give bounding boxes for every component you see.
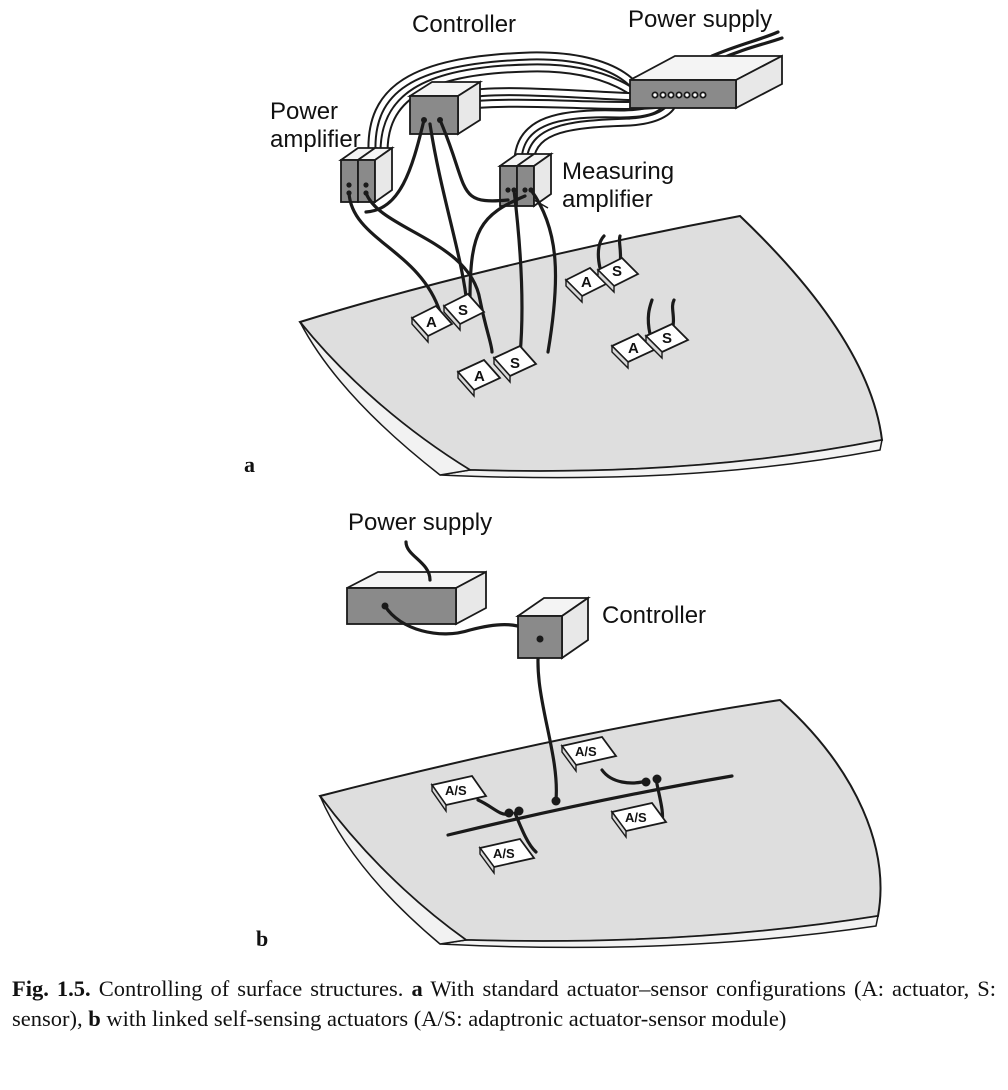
figure-caption: Fig. 1.5. Controlling of surface structu… [12, 974, 996, 1034]
module-tag: A/S [445, 783, 467, 798]
panel-a-controller-label: Controller [412, 11, 516, 38]
panel-a-power-amplifier-label-line1: Power [270, 98, 338, 125]
caption-bold-a: a [411, 976, 423, 1001]
caption-fig-number: Fig. 1.5. [12, 976, 91, 1001]
panel-a-plate [298, 214, 884, 479]
module-tag: A/S [493, 846, 515, 861]
panel-a-power-amplifier [338, 146, 395, 204]
panel-a-measuring-amplifier-label-line2: amplifier [562, 186, 653, 213]
actuator-tag: A [474, 368, 485, 385]
module-tag: A/S [625, 810, 647, 825]
module-tag: A/S [575, 744, 597, 759]
panel-b-module-2: A/S [478, 837, 536, 876]
panel-a-mains-cord [710, 30, 780, 58]
panel-a: A S A S A S A S Controller [244, 6, 884, 479]
actuator-tag: A [628, 340, 639, 357]
sensor-tag: S [458, 302, 468, 319]
panel-b-module-1: A/S [430, 774, 488, 814]
panel-a-sensor-pair-1: A S [410, 292, 486, 344]
panel-a-sensor-pair-2: A S [456, 344, 538, 398]
panel-b-power-supply-box [346, 570, 487, 626]
actuator-tag: A [581, 274, 592, 291]
panel-b-controller-label: Controller [602, 602, 706, 629]
panel-b-mains-cord [404, 540, 432, 582]
sensor-tag: S [612, 263, 622, 280]
panel-b-power-supply-label: Power supply [348, 509, 492, 536]
panel-b-module-3: A/S [560, 735, 618, 774]
caption-text-1: Controlling of surface structures. [90, 976, 412, 1001]
panel-a-power-supply-label: Power supply [628, 6, 772, 33]
panel-a-power-supply-box [629, 54, 783, 110]
panel-b-module-4: A/S [610, 801, 668, 840]
panel-a-signal-cables [347, 118, 676, 357]
actuator-tag: A [426, 314, 437, 331]
panel-b-label: b [256, 926, 268, 951]
caption-text-3: with linked self-sensing actuators (A/S:… [100, 1006, 787, 1031]
panel-a-measuring-amplifier-label-line1: Measuring [562, 158, 674, 185]
sensor-tag: S [510, 355, 520, 372]
panel-a-controller-box [406, 80, 484, 136]
panel-a-sensor-pair-4: A S [610, 322, 690, 370]
panel-b-controller-box [515, 596, 591, 660]
panel-b-plate [318, 698, 882, 949]
panel-b: A/S A/S A/S A/S Power supply Controller … [256, 509, 882, 951]
panel-a-label: a [244, 452, 255, 477]
panel-a-sensor-pair-3: A S [564, 256, 640, 304]
sensor-tag: S [662, 330, 672, 347]
panel-a-power-amplifier-label-line2: amplifier [270, 126, 361, 153]
caption-bold-b: b [88, 1006, 101, 1031]
caption-text-2: With standard actuator–sensor configurat… [12, 976, 996, 1031]
